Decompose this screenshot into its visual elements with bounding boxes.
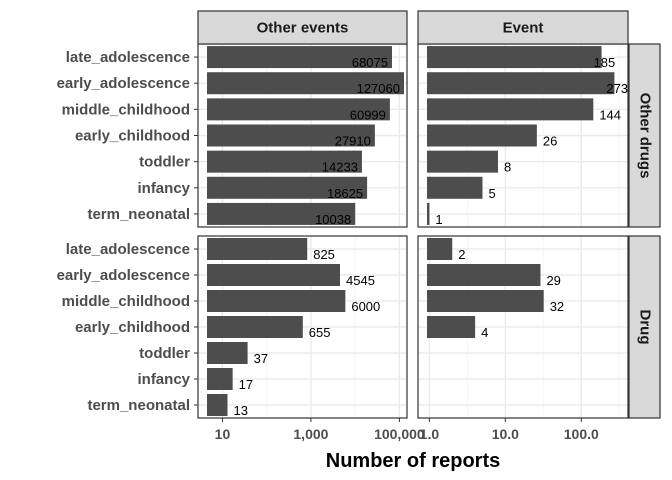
x-tick-label: 10.0 [492, 426, 519, 442]
data-label: 144 [599, 107, 621, 122]
bar [427, 316, 476, 338]
facet-strip-label: Other events [257, 20, 349, 37]
bar [207, 238, 308, 260]
bar [207, 290, 346, 312]
panel-border [417, 235, 629, 419]
data-label: 825 [313, 247, 335, 262]
data-label: 60999 [350, 107, 386, 122]
facet-strip-label: Event [503, 20, 544, 37]
facet-strip-label: Drug [637, 310, 654, 345]
bar [207, 368, 233, 390]
data-label: 17 [239, 377, 253, 392]
data-label: 2 [458, 247, 465, 262]
facet-strip-label: Other drugs [637, 93, 654, 179]
data-label: 37 [254, 351, 268, 366]
bar [207, 176, 368, 199]
category-label: infancy [137, 180, 190, 197]
category-label: toddler [139, 154, 190, 171]
bar [207, 316, 303, 338]
bar [207, 202, 356, 225]
bar [427, 46, 602, 69]
bar [207, 124, 375, 147]
bar [427, 124, 537, 147]
category-label: middle_childhood [62, 101, 190, 118]
category-label: infancy [137, 371, 190, 388]
data-label: 185 [594, 55, 616, 70]
bar [207, 394, 228, 416]
data-label: 1 [435, 212, 442, 227]
category-label: early_adolescence [57, 75, 190, 92]
data-label: 26 [543, 134, 557, 149]
data-label: 18625 [327, 186, 363, 201]
data-label: 273 [606, 81, 628, 96]
facet-strip [417, 10, 629, 45]
bar [427, 176, 483, 199]
data-label: 655 [309, 325, 331, 340]
bar [207, 150, 362, 173]
x-tick-label: 10 [215, 426, 231, 442]
x-tick-label: 1.0 [420, 426, 440, 442]
category-label: early_childhood [75, 128, 190, 145]
bar [207, 342, 248, 364]
category-label: term_neonatal [87, 206, 190, 223]
data-label: 4 [481, 325, 488, 340]
x-tick-label: 1,000 [293, 426, 328, 442]
bar [427, 290, 544, 312]
data-label: 13 [234, 403, 248, 418]
bar [207, 98, 390, 121]
category-label: toddler [139, 345, 190, 362]
data-label: 5 [488, 186, 495, 201]
data-label: 10038 [315, 212, 351, 227]
x-axis-title: Number of reports [326, 450, 500, 472]
category-label: term_neonatal [87, 397, 190, 414]
data-label: 6000 [351, 299, 380, 314]
category-label: middle_childhood [62, 293, 190, 310]
category-label: early_childhood [75, 319, 190, 336]
x-tick-label: 100,000 [374, 426, 425, 442]
bar [427, 238, 453, 260]
bar [427, 72, 615, 95]
bar [427, 202, 430, 225]
data-label: 14233 [322, 160, 358, 175]
category-label: late_adolescence [66, 241, 190, 258]
facet-strip [197, 10, 408, 45]
data-label: 4545 [346, 273, 375, 288]
data-label: 68075 [352, 55, 388, 70]
bar [427, 150, 498, 173]
bar [427, 264, 541, 286]
data-label: 127060 [357, 81, 400, 96]
data-label: 29 [546, 273, 560, 288]
bar [207, 72, 404, 95]
facet-strip [628, 43, 661, 228]
data-label: 27910 [335, 134, 371, 149]
category-label: early_adolescence [57, 267, 190, 284]
x-tick-label: 100.0 [564, 426, 599, 442]
category-label: late_adolescence [66, 49, 190, 66]
data-label: 32 [550, 299, 564, 314]
bar [207, 46, 393, 69]
facet-strip [628, 235, 661, 419]
data-label: 8 [504, 160, 511, 175]
bar [427, 98, 594, 121]
bar [207, 264, 341, 286]
